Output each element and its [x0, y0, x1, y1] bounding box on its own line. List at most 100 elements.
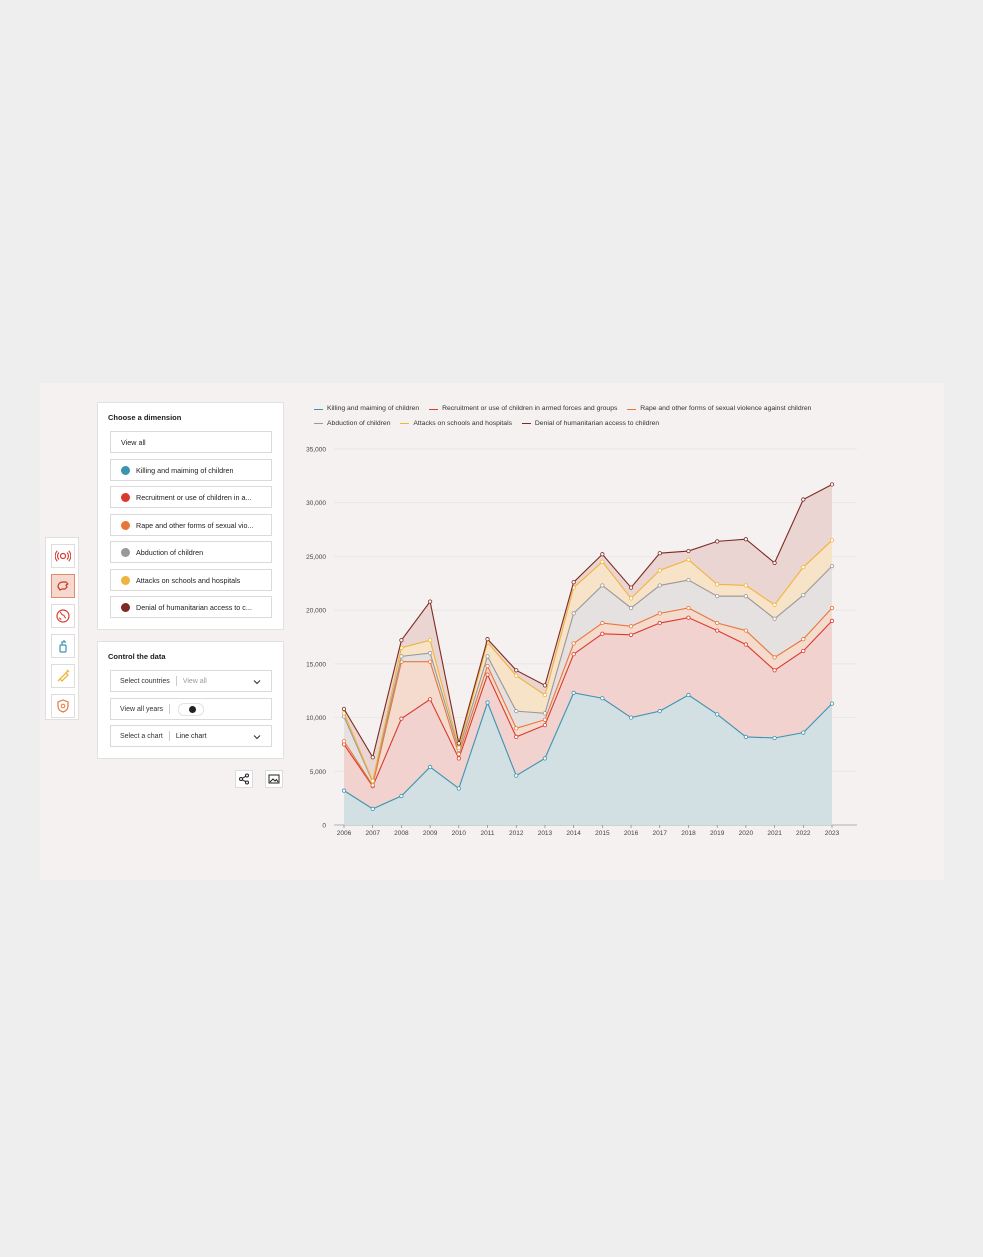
legend-swatch: [429, 408, 439, 410]
years-toggle[interactable]: [178, 702, 205, 716]
x-tick-label: 2011: [481, 830, 495, 837]
data-point: [829, 538, 835, 543]
data-point: [428, 651, 433, 656]
share-button[interactable]: [235, 770, 253, 788]
data-point: [743, 537, 748, 542]
view-all-option[interactable]: View all: [110, 431, 272, 453]
data-point: [801, 637, 806, 642]
option-killing-maiming[interactable]: Killing and maiming of children: [110, 459, 272, 481]
legend-label: Rape and other forms of sexual violence …: [640, 405, 812, 413]
countries-select[interactable]: Select countries View all: [110, 670, 272, 692]
data-point: [628, 585, 634, 590]
area-band: [344, 617, 832, 809]
legend-label: Attacks on schools and hospitals: [413, 419, 512, 427]
dimension-icon-rail: [45, 537, 79, 720]
area-band: [344, 484, 832, 781]
recruitment-dot-icon: [121, 492, 130, 502]
sexual-violence-dot-icon: [121, 520, 130, 530]
legend-item[interactable]: Abduction of children: [314, 417, 390, 431]
data-point: [456, 745, 461, 750]
data-point: [542, 692, 548, 698]
x-tick-label: 2008: [394, 830, 409, 837]
legend-item[interactable]: Attacks on schools and hospitals: [400, 417, 512, 431]
legend-item[interactable]: Killing and maiming of children: [314, 402, 419, 416]
legend-item[interactable]: Recruitment or use of children in armed …: [429, 402, 617, 416]
syringe-icon[interactable]: [51, 664, 75, 688]
data-point: [829, 618, 835, 623]
years-label: View all years: [120, 705, 164, 713]
data-point: [514, 726, 519, 731]
data-point: [772, 616, 777, 621]
option-abduction[interactable]: Abduction of children: [110, 541, 272, 563]
signal-icon[interactable]: [51, 544, 75, 568]
data-point: [772, 668, 777, 673]
series-line: [343, 617, 833, 788]
data-point: [686, 557, 691, 562]
attacks-dot-icon: [121, 575, 130, 585]
shield-icon[interactable]: [51, 694, 75, 718]
countries-label: Select countries: [120, 677, 170, 685]
data-point: [628, 596, 634, 601]
data-point: [686, 615, 691, 620]
data-point: [542, 717, 548, 722]
data-point: [514, 734, 519, 740]
legend-item[interactable]: Denial of humanitarian access to childre…: [521, 417, 659, 431]
data-point: [628, 605, 634, 611]
legend-item[interactable]: Rape and other forms of sexual violence …: [627, 402, 811, 416]
separator: [169, 704, 171, 714]
data-point: [399, 793, 404, 799]
x-tick-label: 2020: [739, 830, 754, 837]
data-point: [514, 673, 519, 678]
x-tick-label: 2007: [365, 830, 380, 837]
data-point: [801, 593, 806, 598]
hand-sanitizer-icon[interactable]: [51, 634, 75, 658]
data-point: [399, 716, 404, 721]
option-recruitment[interactable]: Recruitment or use of children in a...: [110, 486, 272, 508]
data-point: [456, 756, 461, 761]
data-point: [341, 711, 347, 716]
data-point: [370, 806, 375, 811]
option-label: Abduction of children: [136, 547, 204, 557]
option-label: Recruitment or use of children in a...: [136, 492, 252, 502]
chevron-down-icon: [253, 735, 261, 740]
x-tick-label: 2021: [767, 830, 782, 837]
chart-type-select[interactable]: Select a chart Line chart: [110, 725, 272, 747]
y-tick-label: 10,000: [306, 715, 326, 722]
data-point: [657, 551, 662, 556]
data-point: [341, 739, 347, 744]
data-point: [542, 722, 548, 728]
chevron-down-icon: [253, 680, 261, 685]
data-point: [485, 663, 490, 669]
download-image-button[interactable]: [265, 770, 283, 788]
data-point: [743, 734, 748, 740]
data-point: [600, 696, 605, 701]
y-tick-label: 35,000: [306, 447, 326, 454]
data-point: [743, 594, 748, 599]
data-point: [829, 701, 835, 706]
option-attacks-schools[interactable]: Attacks on schools and hospitals: [110, 569, 272, 591]
killing-dot-icon: [121, 465, 130, 475]
area-band: [344, 692, 832, 825]
data-point: [514, 709, 519, 714]
data-point: [628, 715, 634, 720]
option-denial-access[interactable]: Denial of humanitarian access to c...: [110, 596, 272, 618]
data-point: [686, 577, 691, 583]
dimension-card-title: Choose a dimension: [108, 413, 182, 422]
data-point: [600, 631, 605, 636]
y-tick-label: 25,000: [306, 554, 326, 561]
option-label: Attacks on schools and hospitals: [136, 575, 241, 585]
data-point: [657, 620, 662, 626]
option-label: Killing and maiming of children: [136, 465, 234, 475]
denial-dot-icon: [121, 602, 130, 612]
data-point: [600, 620, 605, 626]
globe-icon[interactable]: [51, 604, 75, 628]
data-point: [485, 637, 490, 642]
data-point: [772, 735, 777, 741]
countries-value: View all: [182, 677, 207, 685]
option-sexual-violence[interactable]: Rape and other forms of sexual vio...: [110, 514, 272, 536]
data-point: [657, 709, 662, 714]
option-label: Denial of humanitarian access to c...: [136, 602, 252, 612]
data-point: [715, 628, 720, 633]
hand-icon[interactable]: [51, 574, 75, 598]
data-point: [370, 778, 375, 784]
